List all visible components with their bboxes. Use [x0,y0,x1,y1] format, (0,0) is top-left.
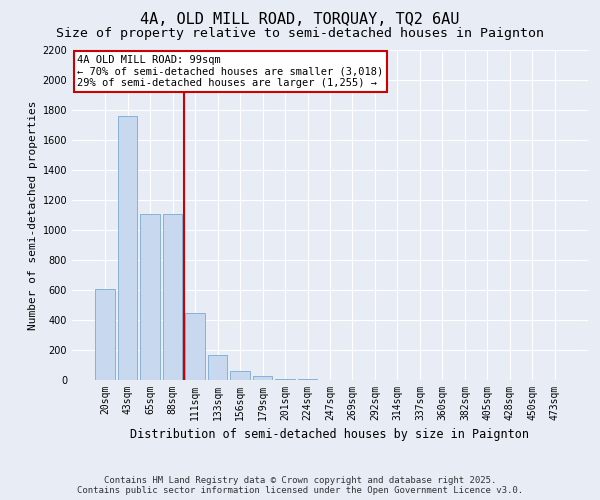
Text: 4A, OLD MILL ROAD, TORQUAY, TQ2 6AU: 4A, OLD MILL ROAD, TORQUAY, TQ2 6AU [140,12,460,28]
Bar [253,376,272,380]
Text: Contains HM Land Registry data © Crown copyright and database right 2025.
Contai: Contains HM Land Registry data © Crown c… [77,476,523,495]
Bar [185,312,205,380]
X-axis label: Distribution of semi-detached houses by size in Paignton: Distribution of semi-detached houses by … [131,428,530,442]
Bar [208,354,227,380]
Text: Size of property relative to semi-detached houses in Paignton: Size of property relative to semi-detach… [56,28,544,40]
Bar [163,214,182,380]
Bar [95,288,115,380]
Bar [298,379,317,380]
Bar [118,116,137,380]
Bar [140,214,160,380]
Bar [275,378,295,380]
Bar [230,371,250,380]
Text: 4A OLD MILL ROAD: 99sqm
← 70% of semi-detached houses are smaller (3,018)
29% of: 4A OLD MILL ROAD: 99sqm ← 70% of semi-de… [77,55,383,88]
Y-axis label: Number of semi-detached properties: Number of semi-detached properties [28,100,38,330]
